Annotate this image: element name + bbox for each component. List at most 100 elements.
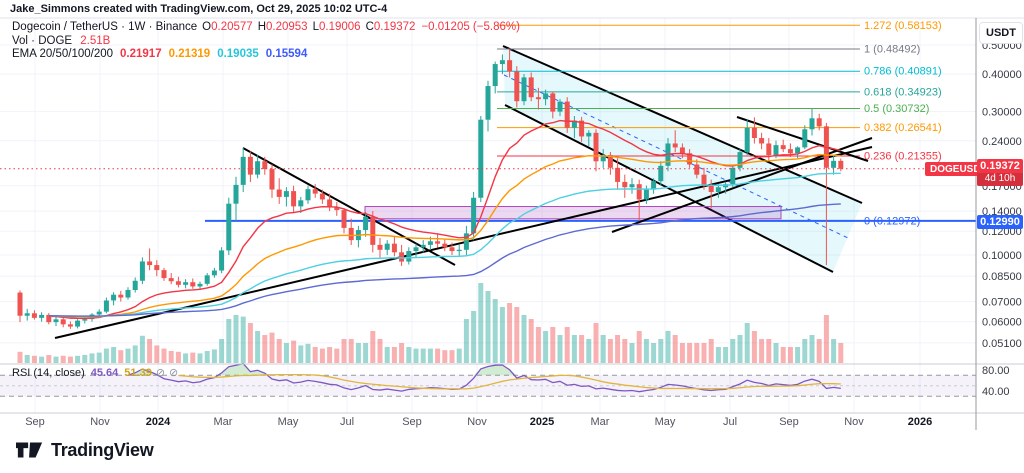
ohlc-key: O bbox=[202, 21, 212, 33]
support-rectangle-zone[interactable] bbox=[364, 206, 782, 220]
volume-bar bbox=[312, 347, 318, 363]
descending-channel-drawing[interactable] bbox=[502, 45, 863, 273]
volume-bar bbox=[557, 335, 563, 363]
volume-bar bbox=[420, 348, 426, 363]
volume-bar bbox=[291, 340, 297, 363]
candle-body bbox=[53, 319, 59, 323]
ema-value: 0.19035 bbox=[217, 48, 259, 60]
volume-bar bbox=[442, 350, 448, 363]
candle-body bbox=[67, 324, 73, 327]
ema-lines-layer bbox=[48, 119, 841, 320]
rsi-legend: RSI (14, close) 45.64 51.39 ⊘ ⊘ bbox=[12, 366, 178, 379]
volume-label[interactable]: Vol · DOGE bbox=[12, 34, 73, 47]
candle-body bbox=[125, 289, 131, 298]
volume-bar bbox=[60, 355, 66, 363]
price-axis-label: 0.08500 bbox=[982, 271, 1022, 283]
fib-level-label: 0.5 (0.30732) bbox=[864, 103, 929, 115]
candle-body bbox=[391, 243, 397, 253]
candle-body bbox=[463, 233, 469, 250]
volume-bar bbox=[838, 343, 844, 363]
symbol-title[interactable]: Dogecoin / TetherUS · 1W · Binance bbox=[12, 21, 198, 33]
volume-bar bbox=[679, 343, 685, 363]
candle-body bbox=[211, 270, 217, 276]
volume-bar bbox=[24, 355, 30, 363]
rsi-axis-label: 80.00 bbox=[982, 365, 1010, 377]
volume-bar bbox=[787, 347, 793, 363]
time-axis-label: 2024 bbox=[146, 416, 171, 428]
candle-body bbox=[111, 294, 117, 301]
fib-level-label: 1 (0.48492) bbox=[864, 43, 920, 55]
volume-bar bbox=[802, 339, 808, 363]
candle-body bbox=[679, 147, 685, 154]
candle-body bbox=[507, 60, 513, 72]
candle-body bbox=[435, 241, 441, 244]
candle-body bbox=[147, 261, 153, 266]
time-axis-label: Sep bbox=[402, 416, 422, 428]
volume-bar bbox=[456, 348, 462, 363]
volume-bar bbox=[391, 347, 397, 363]
volume-bars-layer bbox=[17, 283, 844, 363]
time-axis-label: Nov bbox=[467, 416, 487, 428]
volume-bar bbox=[363, 343, 369, 363]
candle-body bbox=[226, 203, 232, 251]
candle-body bbox=[406, 251, 412, 262]
tradingview-logo-icon bbox=[16, 442, 43, 458]
price-axis-label: 0.40000 bbox=[982, 69, 1022, 81]
volume-bar bbox=[147, 339, 153, 363]
candle-body bbox=[341, 210, 347, 228]
candle-body bbox=[521, 77, 527, 102]
hidden-indicator-icon[interactable]: ⊘ bbox=[155, 367, 166, 379]
volume-bar bbox=[269, 332, 275, 363]
volume-bar bbox=[723, 347, 729, 363]
candle-body bbox=[348, 227, 354, 241]
time-axis-label: Mar bbox=[591, 416, 610, 428]
change-value: −0.01205 (−5.86%) bbox=[421, 21, 520, 33]
hidden-indicator-icon[interactable]: ⊘ bbox=[169, 367, 179, 379]
candle-body bbox=[795, 147, 801, 154]
candle-body bbox=[449, 247, 455, 252]
candle-body bbox=[31, 313, 37, 318]
rsi-label[interactable]: RSI (14, close) bbox=[12, 367, 85, 379]
candle-body bbox=[75, 320, 81, 327]
candle-body bbox=[161, 270, 167, 279]
volume-bar bbox=[103, 348, 109, 363]
volume-bar bbox=[384, 347, 390, 363]
volume-bar bbox=[816, 339, 822, 363]
currency-toggle-button[interactable]: USDT bbox=[979, 22, 1023, 44]
candle-body bbox=[96, 311, 102, 315]
ohlc-value: 0.20577 bbox=[211, 21, 253, 33]
volume-bar bbox=[255, 331, 261, 363]
candle-body bbox=[46, 314, 52, 323]
fib-retracement-drawing[interactable]: 1.272 (0.58153) 1 (0.48492) 0.786 (0.40891… bbox=[497, 20, 942, 228]
candles-layer bbox=[17, 49, 844, 329]
trendline bbox=[242, 147, 456, 266]
candle-body bbox=[413, 247, 419, 252]
tradingview-logo[interactable]: TradingView bbox=[16, 437, 154, 463]
tradingview-logo-text: TradingView bbox=[51, 439, 154, 460]
volume-bar bbox=[607, 339, 613, 363]
volume-bar bbox=[773, 343, 779, 363]
candle-body bbox=[17, 292, 23, 316]
candle-body bbox=[499, 60, 505, 65]
volume-bar bbox=[751, 331, 757, 363]
ema-label[interactable]: EMA 20/50/100/200 bbox=[12, 48, 114, 60]
candle-body bbox=[543, 93, 549, 100]
volume-bar bbox=[211, 349, 217, 363]
ema-value: 0.21917 bbox=[120, 48, 162, 60]
volume-bar bbox=[226, 319, 232, 363]
volume-bar bbox=[586, 339, 592, 363]
candle-body bbox=[427, 241, 433, 245]
candle-body bbox=[492, 64, 498, 87]
candle-body bbox=[773, 145, 779, 156]
volume-bar bbox=[46, 355, 52, 363]
candle-body bbox=[780, 145, 786, 150]
candle-body bbox=[809, 118, 815, 130]
volume-bar bbox=[701, 343, 707, 363]
volume-bar bbox=[298, 345, 304, 363]
volume-bar bbox=[564, 327, 570, 363]
candle-body bbox=[701, 174, 707, 186]
time-axis-label: Jul bbox=[340, 416, 354, 428]
volume-bar bbox=[399, 343, 405, 363]
candle-body bbox=[399, 252, 405, 262]
